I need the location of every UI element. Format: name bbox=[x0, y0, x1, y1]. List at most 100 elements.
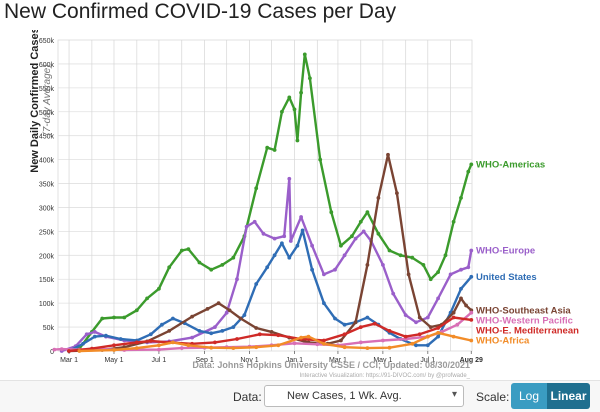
source-note: Data: Johns Hopkins University CSSE / CC… bbox=[192, 360, 470, 370]
credit-note[interactable]: Interactive Visualization: https://91-DI… bbox=[300, 373, 471, 379]
linear-scale-button[interactable]: Linear bbox=[547, 383, 590, 409]
data-point bbox=[318, 157, 323, 162]
grid bbox=[57, 39, 473, 352]
series-end-label: United States bbox=[476, 272, 537, 283]
x-tick-label: Mar 1 bbox=[329, 357, 347, 364]
data-point bbox=[428, 325, 433, 329]
data-point bbox=[310, 267, 314, 272]
data-point bbox=[342, 322, 347, 327]
data-point bbox=[451, 219, 456, 224]
data-point bbox=[339, 243, 343, 248]
data-point bbox=[104, 333, 108, 338]
data-point bbox=[292, 107, 297, 112]
data-point bbox=[459, 296, 463, 301]
series-end-labels: WHO-Americas WHO-Europe United States WHO-S… bbox=[476, 159, 579, 346]
data-point bbox=[436, 330, 440, 335]
y-tick-label: 200k bbox=[39, 253, 55, 260]
data-point bbox=[425, 315, 430, 320]
data-point bbox=[358, 325, 363, 329]
y-tick-label: 450k bbox=[39, 134, 55, 141]
data-point bbox=[157, 343, 161, 348]
data-point bbox=[287, 95, 292, 100]
data-point bbox=[252, 219, 257, 224]
data-point bbox=[238, 316, 243, 321]
data-point bbox=[365, 263, 370, 267]
data-point bbox=[299, 335, 303, 340]
data-point bbox=[398, 253, 403, 258]
data-point bbox=[160, 322, 164, 327]
data-point bbox=[299, 90, 303, 95]
y-axis-title: New Daily Confirmed Cases bbox=[29, 30, 41, 173]
data-point bbox=[315, 342, 320, 347]
data-point bbox=[322, 341, 326, 346]
data-point bbox=[205, 307, 210, 311]
data-point bbox=[469, 310, 474, 315]
data-point bbox=[272, 236, 277, 241]
x-axis: Mar 1 May 1 Jul 1 Sep 1 Nov 1 Jan 1 Mar 1 May 1… bbox=[60, 351, 483, 364]
data-point bbox=[459, 267, 463, 272]
data-point bbox=[361, 229, 366, 234]
data-point bbox=[403, 313, 408, 317]
data-point bbox=[186, 247, 191, 252]
data-point bbox=[134, 340, 139, 345]
data-point bbox=[213, 325, 217, 329]
log-scale-button[interactable]: Log bbox=[511, 383, 547, 409]
data-point bbox=[329, 210, 334, 215]
data-point bbox=[197, 329, 202, 333]
data-point bbox=[282, 234, 287, 239]
data-point bbox=[92, 330, 97, 334]
y-tick-label: 600k bbox=[39, 62, 55, 69]
data-point bbox=[469, 274, 474, 279]
series-who-americas bbox=[67, 52, 474, 353]
x-tick-label: Mar 1 bbox=[60, 357, 78, 364]
data-point bbox=[459, 286, 463, 291]
data-point bbox=[295, 243, 300, 248]
data-point bbox=[134, 308, 139, 313]
data-point bbox=[365, 315, 370, 320]
x-tick-label: May 1 bbox=[104, 357, 123, 364]
data-point bbox=[342, 332, 347, 337]
data-point bbox=[353, 320, 358, 325]
series-end-label: WHO-Africa bbox=[476, 335, 530, 346]
y-tick-label: 650k bbox=[39, 38, 55, 45]
data-select[interactable]: New Cases, 1 Wk. Avg. ▾ bbox=[264, 385, 464, 407]
y-tick-label: 250k bbox=[39, 229, 55, 236]
y-tick-label: 350k bbox=[39, 182, 55, 189]
data-point bbox=[272, 253, 277, 258]
data-point bbox=[365, 210, 370, 215]
series-who-africa bbox=[77, 330, 474, 353]
data-point bbox=[235, 277, 239, 282]
data-point bbox=[358, 219, 363, 224]
data-point bbox=[213, 340, 217, 345]
data-point bbox=[254, 326, 259, 330]
data-point bbox=[288, 239, 293, 243]
y-tick-label: 100k bbox=[39, 301, 55, 308]
x-tick-label: Sep 1 bbox=[195, 357, 213, 364]
data-point bbox=[81, 341, 85, 346]
data-point bbox=[171, 316, 175, 321]
data-point bbox=[421, 263, 426, 267]
data-point bbox=[287, 176, 292, 181]
data-point bbox=[443, 253, 448, 258]
data-point bbox=[425, 334, 430, 339]
data-point bbox=[100, 316, 105, 321]
data-point bbox=[417, 315, 422, 320]
data-point bbox=[469, 318, 474, 322]
series-line bbox=[67, 316, 473, 353]
data-point bbox=[84, 332, 89, 337]
data-point bbox=[134, 346, 139, 350]
data-point bbox=[231, 325, 236, 329]
data-point bbox=[272, 148, 277, 152]
data-point bbox=[414, 320, 418, 325]
data-point bbox=[333, 316, 337, 321]
data-point bbox=[220, 263, 225, 267]
y-tick-label: 150k bbox=[39, 277, 55, 284]
data-point bbox=[376, 231, 381, 236]
data-point bbox=[59, 347, 64, 351]
data-point bbox=[112, 343, 116, 348]
x-tick-label: May 1 bbox=[373, 357, 392, 364]
data-point bbox=[292, 341, 297, 346]
data-point bbox=[280, 241, 284, 246]
data-point bbox=[428, 277, 433, 282]
data-point bbox=[148, 339, 153, 343]
